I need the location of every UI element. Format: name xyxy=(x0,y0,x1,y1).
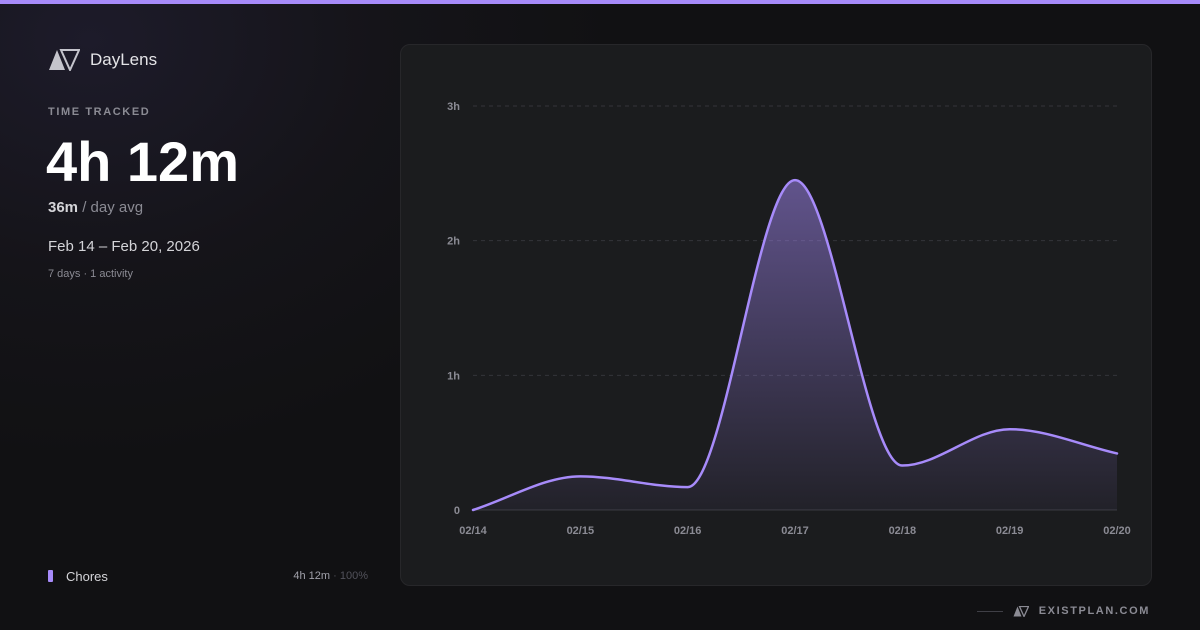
y-tick-label: 1h xyxy=(447,370,460,382)
x-tick-label: 02/20 xyxy=(1103,525,1131,537)
chart-panel: 0 1h 2h 3h 02/14 02/15 02/16 02/17 02/18 02/19 02/… xyxy=(400,44,1152,586)
x-tick-label: 02/15 xyxy=(567,525,595,537)
y-tick-label: 2h xyxy=(447,236,460,248)
footer-domain: EXISTPLAN.COM xyxy=(1038,605,1150,617)
daylens-logo-icon xyxy=(48,49,80,71)
top-accent-bar xyxy=(0,0,1200,4)
legend-label: Chores xyxy=(66,569,108,584)
x-tick-label: 02/16 xyxy=(674,525,702,537)
x-tick-label: 02/14 xyxy=(459,525,487,537)
range-meta: 7 days · 1 activity xyxy=(48,268,133,280)
brand: DayLens xyxy=(48,49,157,71)
y-tick-label: 0 xyxy=(454,505,460,517)
x-tick-label: 02/18 xyxy=(889,525,917,537)
footer-divider xyxy=(976,610,1003,612)
area-chart: 0 1h 2h 3h 02/14 02/15 02/16 02/17 02/18 02/19 02/… xyxy=(447,101,1131,537)
brand-name: DayLens xyxy=(90,50,158,69)
x-tick-label: 02/17 xyxy=(781,525,809,537)
daily-average: 36m / day avg xyxy=(48,199,143,216)
legend-item-chores: Chores 4h 12m · 100% xyxy=(48,569,368,585)
series-area-fill xyxy=(473,180,1117,511)
y-tick-label: 3h xyxy=(447,101,460,113)
x-tick-label: 02/19 xyxy=(996,525,1024,537)
legend-time: 4h 12m xyxy=(293,570,331,582)
existplan-logo-icon xyxy=(1013,605,1029,617)
legend-separator: · xyxy=(333,570,337,582)
date-range: Feb 14 – Feb 20, 2026 xyxy=(48,238,200,255)
legend-swatch xyxy=(48,570,53,582)
total-time: 4h 12m xyxy=(46,130,239,193)
daily-average-label: / day avg xyxy=(82,199,144,216)
legend-stats: 4h 12m · 100% xyxy=(293,570,368,582)
legend-percent: 100% xyxy=(339,570,368,582)
daily-average-value: 36m xyxy=(48,199,79,216)
footer: EXISTPLAN.COM xyxy=(976,605,1150,617)
series-line xyxy=(471,178,1119,512)
time-tracked-label: TIME TRACKED xyxy=(48,106,151,118)
